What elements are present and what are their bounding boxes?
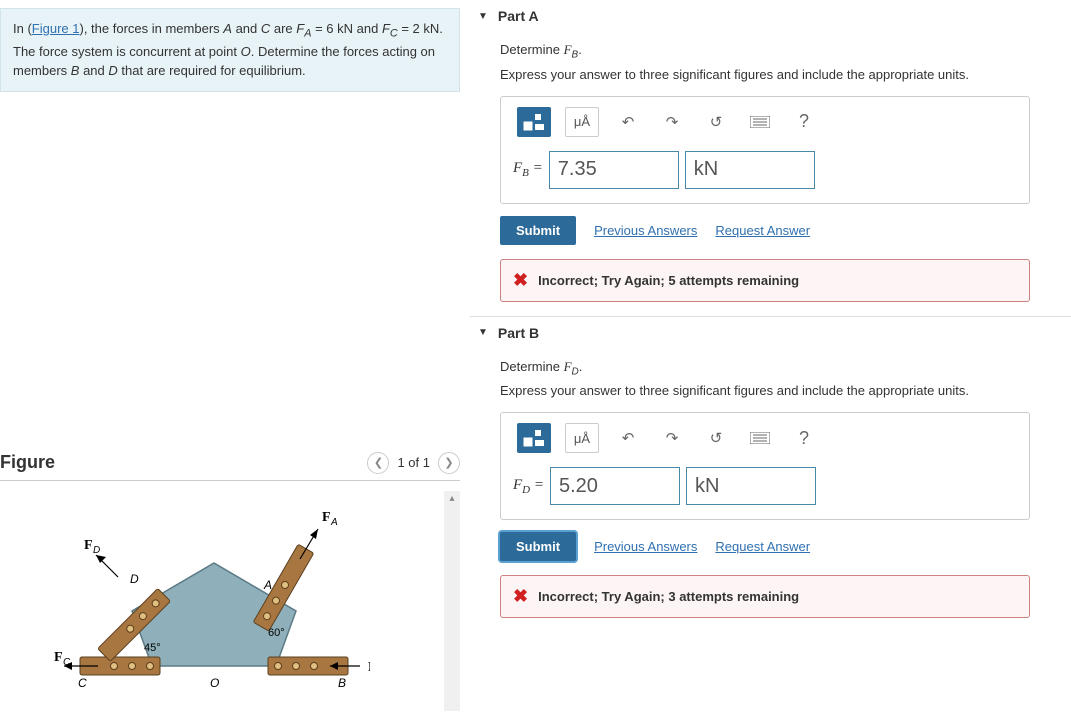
svg-text:A: A: [330, 517, 338, 528]
collapse-icon: ▼: [478, 11, 488, 22]
keyboard-icon[interactable]: [745, 108, 775, 136]
collapse-icon: ▼: [478, 327, 488, 338]
svg-text:B: B: [338, 676, 346, 690]
part-header[interactable]: ▼ Part A: [470, 0, 1071, 32]
svg-text:C: C: [63, 657, 71, 668]
figure-prev-button[interactable]: ❮: [367, 452, 389, 474]
variable-label: FB =: [513, 160, 543, 179]
submit-button[interactable]: Submit: [500, 532, 576, 561]
value-input[interactable]: [550, 467, 680, 505]
previous-answers-link[interactable]: Previous Answers: [594, 539, 697, 554]
units-icon[interactable]: μÅ: [565, 107, 599, 137]
svg-text:F: F: [84, 538, 93, 553]
keyboard-icon[interactable]: [745, 424, 775, 452]
undo-icon[interactable]: ↶: [613, 108, 643, 136]
feedback-banner: ✖ Incorrect; Try Again; 3 attempts remai…: [500, 575, 1030, 618]
unit-input[interactable]: [685, 151, 815, 189]
svg-text:F: F: [322, 510, 331, 525]
submit-button[interactable]: Submit: [500, 216, 576, 245]
feedback-banner: ✖ Incorrect; Try Again; 5 attempts remai…: [500, 259, 1030, 302]
svg-text:45°: 45°: [144, 642, 161, 654]
request-answer-link[interactable]: Request Answer: [715, 539, 810, 554]
figure-link[interactable]: Figure 1: [32, 21, 80, 36]
feedback-text: Incorrect; Try Again; 3 attempts remaini…: [538, 589, 799, 604]
determine-text: Determine FD.: [500, 359, 1061, 378]
figure-diagram: FA FB FC FD A B C D O 45° 60°: [50, 491, 370, 691]
answer-box: μÅ ↶ ↷ ↺ ? FB =: [500, 96, 1030, 204]
reset-icon[interactable]: ↺: [701, 108, 731, 136]
variable-label: FD =: [513, 477, 544, 496]
undo-icon[interactable]: ↶: [613, 424, 643, 452]
reset-icon[interactable]: ↺: [701, 424, 731, 452]
feedback-text: Incorrect; Try Again; 5 attempts remaini…: [538, 273, 799, 288]
svg-text:C: C: [78, 676, 87, 690]
redo-icon[interactable]: ↷: [657, 108, 687, 136]
svg-text:F: F: [368, 660, 370, 675]
problem-statement: In (Figure 1), the forces in members A a…: [0, 8, 460, 92]
determine-text: Determine FB.: [500, 42, 1061, 61]
answer-box: μÅ ↶ ↷ ↺ ? FD =: [500, 412, 1030, 520]
request-answer-link[interactable]: Request Answer: [715, 223, 810, 238]
figure-counter: 1 of 1: [397, 455, 430, 470]
part-title: Part A: [498, 8, 539, 24]
incorrect-icon: ✖: [513, 270, 528, 291]
template-icon[interactable]: [517, 107, 551, 137]
help-icon[interactable]: ?: [789, 424, 819, 452]
template-icon[interactable]: [517, 423, 551, 453]
part-title: Part B: [498, 325, 539, 341]
svg-text:D: D: [93, 545, 100, 556]
svg-text:A: A: [263, 578, 272, 592]
redo-icon[interactable]: ↷: [657, 424, 687, 452]
figure-next-button[interactable]: ❯: [438, 452, 460, 474]
figure-scrollbar[interactable]: ▴: [444, 491, 460, 711]
instructions-text: Express your answer to three significant…: [500, 67, 1061, 82]
unit-input[interactable]: [686, 467, 816, 505]
part-header[interactable]: ▼ Part B: [470, 317, 1071, 349]
svg-text:O: O: [210, 676, 219, 690]
units-icon[interactable]: μÅ: [565, 423, 599, 453]
value-input[interactable]: [549, 151, 679, 189]
previous-answers-link[interactable]: Previous Answers: [594, 223, 697, 238]
help-icon[interactable]: ?: [789, 108, 819, 136]
svg-text:F: F: [54, 650, 63, 665]
svg-text:D: D: [130, 572, 139, 586]
figure-title: Figure: [0, 452, 55, 473]
incorrect-icon: ✖: [513, 586, 528, 607]
svg-text:60°: 60°: [268, 627, 285, 639]
instructions-text: Express your answer to three significant…: [500, 383, 1061, 398]
